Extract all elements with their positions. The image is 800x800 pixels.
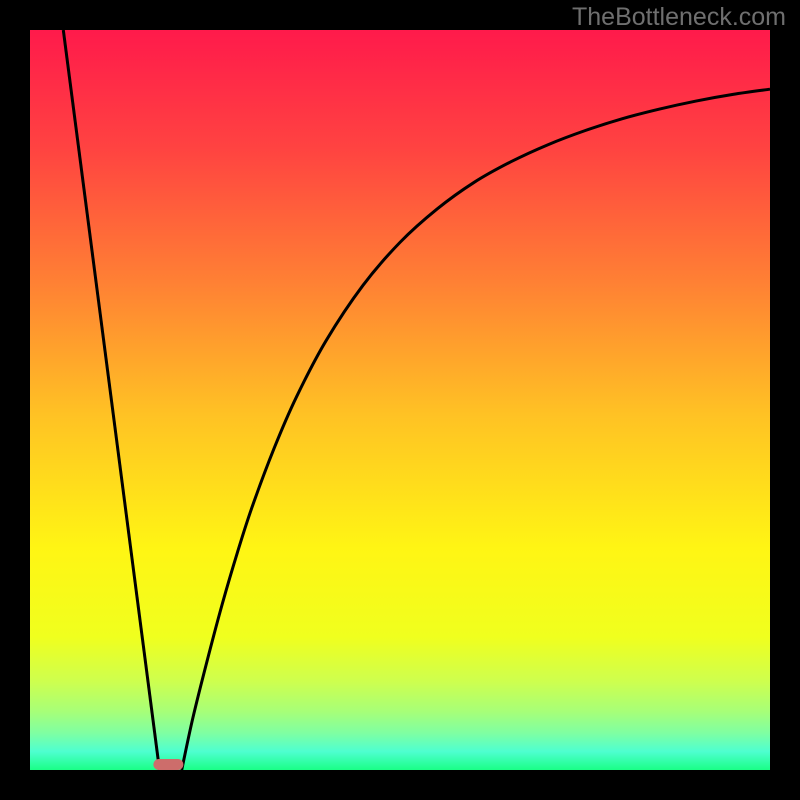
bottleneck-curve — [30, 30, 770, 770]
plot-area — [30, 30, 770, 770]
curve-left-segment — [63, 30, 159, 770]
optimum-marker — [153, 759, 183, 770]
watermark-text: TheBottleneck.com — [572, 3, 786, 32]
curve-right-segment — [182, 89, 770, 770]
stage: TheBottleneck.com — [0, 0, 800, 800]
